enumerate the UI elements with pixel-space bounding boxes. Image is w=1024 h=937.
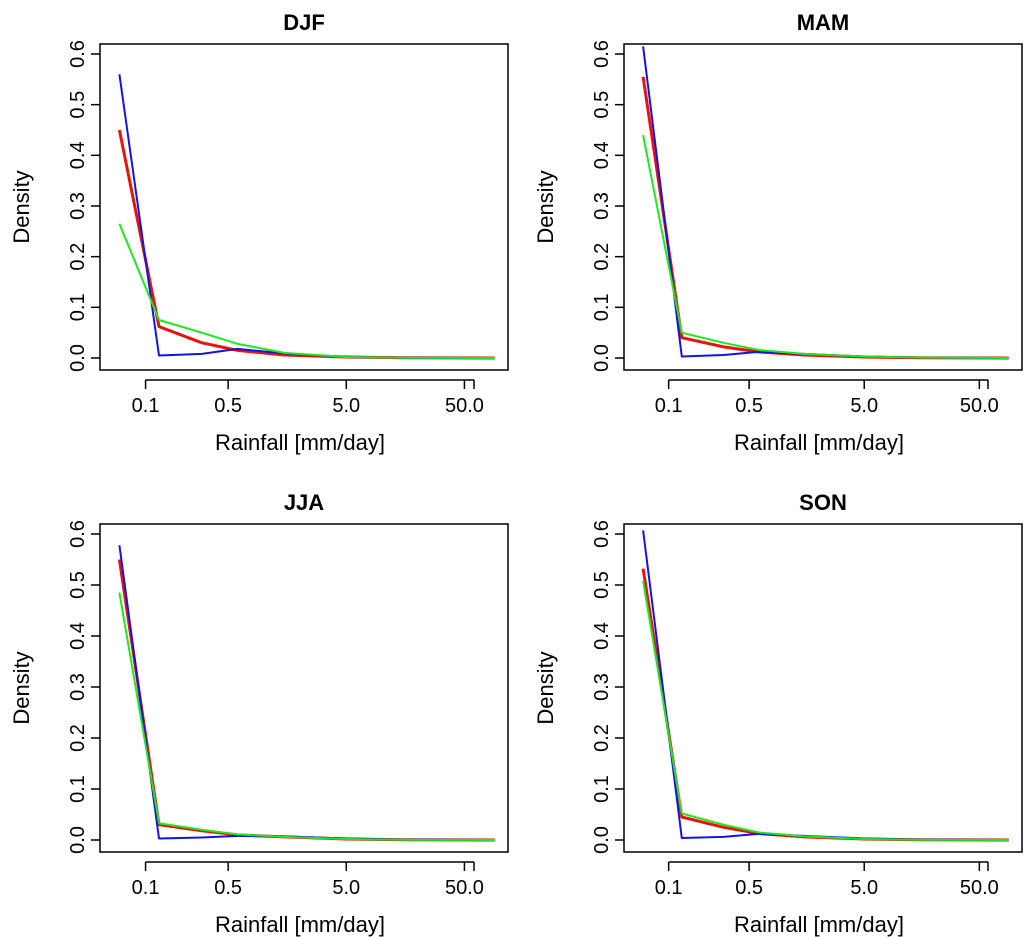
x-tick-label: 0.1 bbox=[655, 395, 683, 417]
y-tick-label: 0.1 bbox=[591, 775, 613, 803]
y-tick-label: 0.1 bbox=[591, 293, 613, 321]
panel-title: MAM bbox=[797, 10, 850, 35]
y-tick-label: 0.5 bbox=[67, 91, 89, 119]
y-tick-label: 0.4 bbox=[591, 141, 613, 169]
panel-title: DJF bbox=[283, 10, 325, 35]
y-tick-label: 0.0 bbox=[591, 826, 613, 854]
panel-son: SON 0.0 0.1 0.2 0.3 0.4 0.5 0.6 0.1 0.5 5.0 50.0 Rai… bbox=[533, 490, 1023, 937]
series-line-1 bbox=[641, 568, 1009, 842]
y-tick-label: 0.6 bbox=[67, 40, 89, 68]
panel-mam: MAM 0.0 0.1 0.2 0.3 0.4 0.5 0.6 0.1 0.5 5.0 50.0 Rai… bbox=[533, 10, 1023, 455]
x-tick-label: 5.0 bbox=[850, 877, 878, 899]
y-tick-label: 0.0 bbox=[67, 344, 89, 372]
y-axis-label: Density bbox=[9, 651, 34, 724]
series-line-1 bbox=[117, 129, 495, 360]
series-line-2 bbox=[642, 530, 1009, 841]
series-line-2 bbox=[642, 46, 1009, 359]
y-axis-label: Density bbox=[9, 170, 34, 243]
y-tick-label: 0.2 bbox=[67, 243, 89, 271]
x-tick-label: 5.0 bbox=[850, 395, 878, 417]
y-tick-label: 0.3 bbox=[67, 673, 89, 701]
y-tick-label: 0.1 bbox=[67, 293, 89, 321]
plot-frame bbox=[99, 43, 509, 371]
y-tick-label: 0.2 bbox=[67, 724, 89, 752]
x-axis-label: Rainfall [mm/day] bbox=[215, 912, 385, 937]
y-axis-label: Density bbox=[533, 170, 558, 243]
panel-title: SON bbox=[799, 490, 847, 515]
x-axis-label: Rainfall [mm/day] bbox=[215, 430, 385, 455]
y-tick-label: 0.3 bbox=[67, 192, 89, 220]
x-tick-label: 0.5 bbox=[735, 395, 763, 417]
x-tick-label: 0.5 bbox=[735, 877, 763, 899]
x-tick-label: 0.1 bbox=[132, 877, 160, 899]
y-tick-label: 0.6 bbox=[67, 520, 89, 548]
x-tick-label: 50.0 bbox=[445, 877, 484, 899]
x-tick-label: 0.5 bbox=[214, 395, 242, 417]
panel-jja: JJA 0.0 0.1 0.2 0.3 0.4 0.5 0.6 0.1 0.5 5.0 50.0 Rai… bbox=[9, 490, 509, 937]
y-tick-label: 0.3 bbox=[591, 673, 613, 701]
y-tick-label: 0.0 bbox=[591, 344, 613, 372]
plot-frame bbox=[623, 523, 1023, 853]
y-tick-label: 0.3 bbox=[591, 192, 613, 220]
series-line-2 bbox=[118, 74, 495, 359]
y-tick-label: 0.2 bbox=[591, 724, 613, 752]
x-tick-label: 0.1 bbox=[655, 877, 683, 899]
y-tick-label: 0.4 bbox=[67, 141, 89, 169]
x-tick-label: 0.5 bbox=[214, 877, 242, 899]
panel-title: JJA bbox=[284, 490, 324, 515]
y-axis-label: Density bbox=[533, 651, 558, 724]
series-line-1 bbox=[117, 559, 495, 842]
y-tick-label: 0.6 bbox=[591, 40, 613, 68]
panel-djf: DJF 0.0 0.1 0.2 0.3 0.4 0.5 0.6 0.1 0.5 5.0 50.0 Rai… bbox=[9, 10, 509, 455]
x-axis-label: Rainfall [mm/day] bbox=[734, 912, 904, 937]
series-line-2 bbox=[118, 545, 495, 841]
x-tick-label: 5.0 bbox=[332, 395, 360, 417]
series-line-3 bbox=[642, 580, 1009, 841]
x-tick-label: 50.0 bbox=[445, 395, 484, 417]
y-tick-label: 0.6 bbox=[591, 520, 613, 548]
y-tick-label: 0.4 bbox=[591, 622, 613, 650]
plot-frame bbox=[99, 523, 509, 853]
y-tick-label: 0.4 bbox=[67, 622, 89, 650]
y-tick-label: 0.2 bbox=[591, 243, 613, 271]
x-tick-label: 50.0 bbox=[960, 395, 999, 417]
x-tick-label: 50.0 bbox=[960, 877, 999, 899]
x-axis-label: Rainfall [mm/day] bbox=[734, 430, 904, 455]
series-line-3 bbox=[118, 223, 495, 359]
x-tick-label: 5.0 bbox=[332, 877, 360, 899]
series-line-1 bbox=[641, 76, 1009, 360]
plot-frame bbox=[623, 43, 1023, 371]
x-tick-label: 0.1 bbox=[132, 395, 160, 417]
y-tick-label: 0.5 bbox=[591, 91, 613, 119]
y-tick-label: 0.5 bbox=[67, 571, 89, 599]
y-tick-label: 0.1 bbox=[67, 775, 89, 803]
y-tick-label: 0.0 bbox=[67, 826, 89, 854]
y-tick-label: 0.5 bbox=[591, 571, 613, 599]
series-line-3 bbox=[118, 592, 495, 841]
series-line-3 bbox=[642, 134, 1009, 359]
